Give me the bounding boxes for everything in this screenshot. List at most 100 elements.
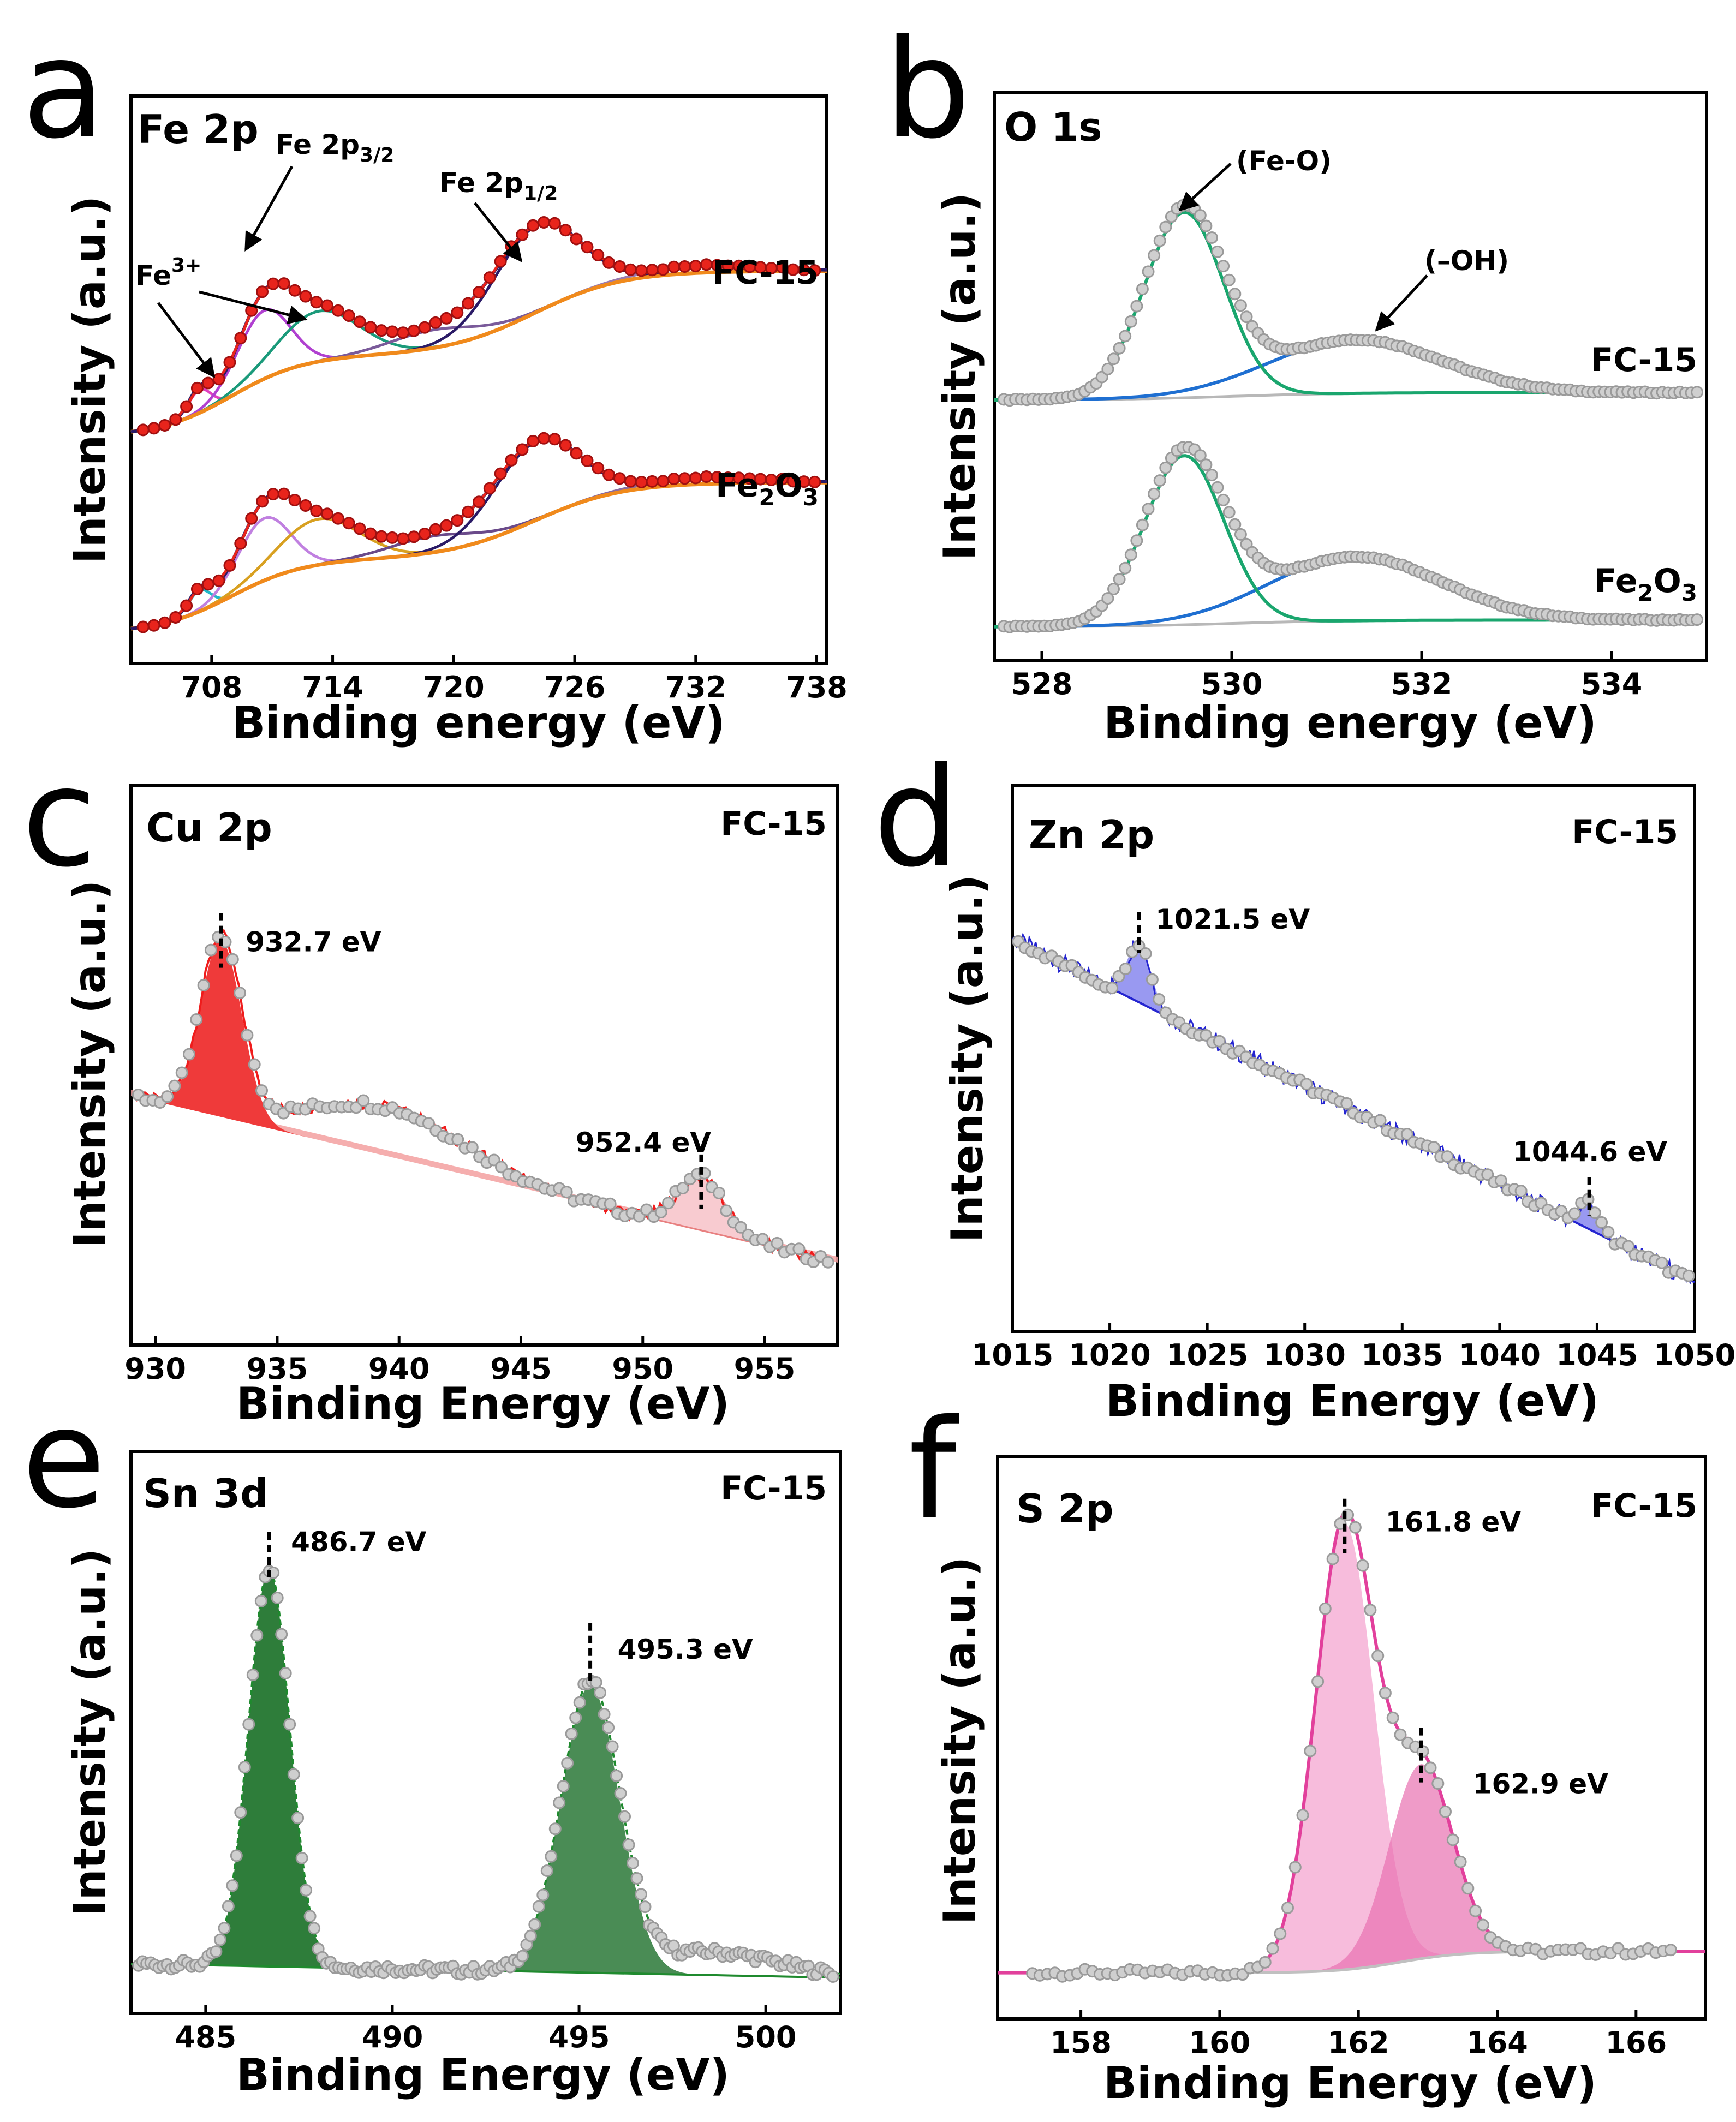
fc15-raw-point-31 [473,286,485,299]
sn-raw-point-115 [602,1721,615,1734]
fe2o3-raw-point-45 [624,475,637,488]
fe2o3-raw-point-43 [602,468,616,481]
cu-raw-point-6 [175,1066,188,1079]
zn-raw-point-19 [1139,947,1152,960]
fe2o3-raw-point-23 [386,531,399,544]
sn-raw-point-21 [218,1922,231,1935]
fe2o3-raw-point-18 [332,512,344,525]
e-tick-label-490: 490 [362,2020,423,2054]
fe2o3-raw-point-21 [1119,561,1132,575]
fe2o3-raw-point-5 [190,583,204,595]
cu-raw-point-46 [466,1141,479,1154]
fe2o3-raw-point-10 [245,512,258,525]
fe2o3-raw-point-26 [1148,487,1161,500]
sn-raw-point-120 [622,1838,635,1851]
zn-raw-point-64 [1441,1150,1454,1163]
fe2o3-raw-point-1 [147,619,160,632]
sulfur-raw-point-33 [1274,1927,1287,1940]
sn-raw-point-119 [618,1810,631,1823]
zn-raw-point-20 [1146,973,1159,986]
cu-raw-point-17 [255,1084,268,1097]
fe2o3-raw-point-33 [494,467,507,480]
sulfur-raw-point-54 [1431,1777,1445,1790]
sn-raw-point-39 [291,1812,305,1825]
fe2o3-raw-point-48 [657,475,670,488]
zn-peak-1021-fill [1100,942,1188,1027]
c-tick-label-945: 945 [490,1352,552,1386]
fe2o3-raw-point-0 [136,620,150,633]
fe2o3-raw-point-36 [1206,469,1218,482]
a-tick-label-720: 720 [423,670,485,704]
a-tick-label-732: 732 [665,670,726,704]
fe2o3-raw-point-35 [516,443,529,456]
fe2o3-raw-point-13 [277,487,290,500]
fc15-raw-point-7 [212,373,225,386]
sn-raw-point-26 [238,1761,251,1774]
sample-label-b-top: FC-15 [1591,341,1697,379]
plot-frame-b [993,91,1708,662]
c-tick-label-955: 955 [734,1352,796,1386]
zn-raw-point-96 [1655,1256,1668,1269]
fe2o3-raw-point-17 [321,507,334,521]
sulfur-raw-point-34 [1281,1902,1294,1914]
sulfur-peak-161-label: 161.8 eV [1386,1507,1521,1538]
fc15-raw-point-24 [1136,283,1149,296]
fe2o3-raw-point-51 [689,471,702,485]
sn-raw-point-36 [279,1667,292,1679]
fc15-raw-point-38 [1217,260,1230,273]
fe2o3-raw-point-24 [397,532,410,545]
fe2o3-raw-point-32 [483,482,496,495]
arrow-oh [1375,274,1428,332]
cu-raw-point-7 [183,1048,195,1061]
panel-f: f 161.8 eV 162.9 eV 158 160 162 164 166 S 2p F… [909,1390,1707,2108]
b-tick-label-530: 530 [1201,667,1263,701]
zn-raw-point-58 [1400,1128,1413,1141]
sn-raw-point-19 [210,1945,223,1958]
fc15-raw-point-23 [1130,300,1143,313]
sn-raw-point-99 [536,1888,550,1902]
fe2o3-raw-point-37 [1211,481,1224,494]
sn-raw-point-113 [594,1686,607,1699]
x-axis-title-f: Binding Energy (eV) [1103,2058,1597,2108]
fc15-raw-point-1 [147,422,160,435]
sample-label-a-bottom: Fe2O3 [715,467,819,511]
sulfur-peak-162-fill [1303,1764,1567,1972]
sulfur-raw-point-32 [1266,1942,1279,1955]
fc15-raw-point-28 [1159,220,1172,234]
e-tick-label-485: 485 [175,2020,236,2054]
fe2o3-raw-point-7 [212,574,225,587]
sn-raw-point-100 [540,1864,553,1877]
sulfur-raw-point-53 [1424,1761,1437,1774]
f-tick-label-166: 166 [1605,2025,1667,2060]
arrow-fe2p32 [244,165,294,252]
fe2o3-raw-point-30 [462,505,475,518]
sn-raw-point-97 [528,1918,541,1931]
fe2o3-raw-point-24 [1136,518,1149,531]
fc15-raw-point-25 [407,324,420,337]
annotation-fe2p12: Fe 2p1/2 [439,167,558,205]
fc15-raw-point-34 [1194,209,1207,222]
fe2o3-raw-point-26 [418,528,431,540]
sulfur-raw-point-59 [1469,1904,1482,1917]
sulfur-peak-161-fill [1206,1523,1511,1973]
fe2o3-raw-point-27 [1153,474,1166,487]
fe2o3-raw-point-3 [169,611,182,624]
fe2o3-raw-point-12 [266,488,279,501]
d-tick-label-1045: 1045 [1556,1338,1638,1372]
fe2o3-raw-point-20 [353,522,366,535]
sn-raw-point-42 [303,1910,317,1923]
sample-label-b-bottom: Fe2O3 [1594,562,1697,606]
fe2o3-raw-point-25 [1142,503,1155,516]
fc15-background [130,269,827,434]
sulfur-raw-point-40 [1326,1552,1339,1565]
fc15-raw-point-40 [1228,288,1242,301]
fe2o3-raw-point-41 [1234,528,1247,541]
fc15-raw-point-48 [657,263,670,276]
d-tick-label-1030: 1030 [1264,1338,1346,1372]
sn-raw-point-43 [308,1922,321,1935]
cu-raw-point-40 [422,1117,435,1130]
sn-raw-point-116 [606,1740,619,1753]
sn-raw-point-38 [287,1768,300,1781]
fc15-raw-point-41 [581,241,594,254]
